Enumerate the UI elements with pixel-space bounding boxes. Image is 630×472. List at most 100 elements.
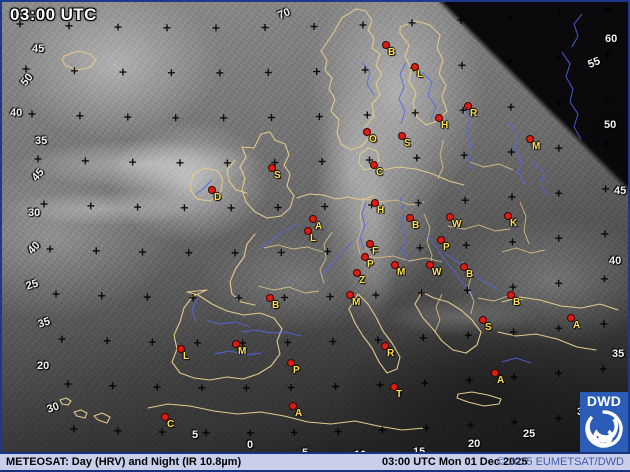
city-marker-athens[interactable] [492,370,498,376]
graticule-cross [58,335,66,343]
graticule-cross [139,248,146,256]
city-marker-munich[interactable] [392,262,398,268]
city-label-sofia: S [485,322,492,333]
graticule-cross [600,275,608,283]
city-marker-algiers[interactable] [290,403,296,409]
city-marker-moscow[interactable] [527,136,533,142]
graticule-cross [40,200,48,208]
city-marker-tunis[interactable] [391,384,397,390]
graticule-cross [180,204,188,212]
graticule-cross [261,24,269,31]
graticule-cross [602,140,610,148]
map-vector-overlay [16,5,619,437]
graticule-cross [457,16,465,24]
graticule-cross [508,193,516,201]
city-marker-stockholm[interactable] [399,133,405,139]
graticule-cross [416,244,424,252]
graticule-cross [555,279,563,287]
city-marker-budapest[interactable] [461,264,467,270]
graticule-cross [176,159,184,167]
city-label-munich: M [397,267,406,278]
city-label-algiers: A [295,408,303,419]
graticule-cross [124,113,132,121]
city-label-oslo: O [369,134,377,145]
dwd-logo-text: DWD [586,393,622,409]
city-marker-lulea[interactable] [412,64,418,70]
city-marker-bodo[interactable] [383,42,389,48]
graticule-cross [378,426,386,434]
graticule-cross [167,69,175,77]
city-marker-ankara[interactable] [568,315,574,321]
graticule-cross [16,20,24,28]
graticule-cross [22,65,30,73]
city-label-milan: M [352,297,361,308]
graticule-cross [271,159,279,166]
city-label-dublin: D [214,192,222,203]
city-marker-paris[interactable] [362,254,368,260]
city-label-rome: R [387,348,395,359]
city-marker-warsaw[interactable] [447,214,453,220]
city-marker-palma[interactable] [288,360,294,366]
city-marker-bucharest[interactable] [508,292,514,298]
graticule-cross [223,159,231,167]
city-marker-zurich[interactable] [354,270,360,276]
city-marker-lisbon[interactable] [178,346,184,352]
city-marker-vienna[interactable] [427,262,433,268]
graticule-cross [114,23,122,31]
graticule-cross [81,157,89,165]
city-label-helsinki: H [441,120,449,131]
graticule-cross [119,68,127,76]
city-marker-rome[interactable] [382,343,388,349]
graticule-cross [460,151,468,159]
graticule-cross [239,339,247,347]
city-label-zurich: Z [359,275,366,286]
city-marker-helsinki[interactable] [436,115,442,121]
graticule-cross [555,99,563,107]
city-label-athens: A [497,375,505,386]
graticule-cross [134,203,142,211]
city-label-st-petersburg: R [470,108,478,119]
city-marker-prague[interactable] [438,237,444,243]
graticule-cross [466,421,474,429]
city-marker-kyiv[interactable] [505,213,511,219]
city-marker-copenhagen[interactable] [371,162,377,168]
city-marker-amsterdam[interactable] [310,216,316,222]
city-marker-bordeaux[interactable] [267,295,273,301]
graticule-cross [52,290,60,298]
graticule-cross [509,283,517,291]
city-marker-st-petersburg[interactable] [465,103,471,109]
graticule-cross [601,230,609,238]
city-marker-hamburg[interactable] [372,200,378,206]
graticule-cross [310,23,318,31]
graticule-cross [193,339,201,347]
city-marker-edinburgh[interactable] [269,165,275,171]
graticule-cross [202,429,210,437]
city-marker-frankfurt[interactable] [367,241,373,247]
graticule-cross [510,373,518,381]
city-marker-casablanca[interactable] [162,414,168,420]
city-marker-berlin[interactable] [407,215,413,221]
graticule-cross [370,246,378,254]
graticule-cross [153,383,161,391]
graticule-cross [555,54,563,62]
city-marker-madrid[interactable] [233,341,239,347]
city-marker-dublin[interactable] [209,187,215,193]
graticule-cross [603,95,611,103]
graticule-cross [555,369,563,377]
graticule-cross [555,414,563,422]
city-label-lisbon: L [183,351,190,362]
graticule-cross [284,339,292,346]
graticule-cross [246,429,254,437]
satellite-image[interactable]: 7060555045504035453040253520304540353050… [2,2,628,452]
graticule-cross [555,324,563,332]
graticule-cross [600,320,608,328]
graticule-cross [459,106,467,114]
city-label-palma: P [293,365,300,376]
city-marker-milan[interactable] [347,292,353,298]
graticule-cross [376,381,384,389]
city-marker-oslo[interactable] [364,129,370,135]
graticule-cross [231,249,239,257]
city-label-vienna: W [432,267,442,278]
city-marker-sofia[interactable] [480,317,486,323]
city-marker-london[interactable] [305,228,311,234]
